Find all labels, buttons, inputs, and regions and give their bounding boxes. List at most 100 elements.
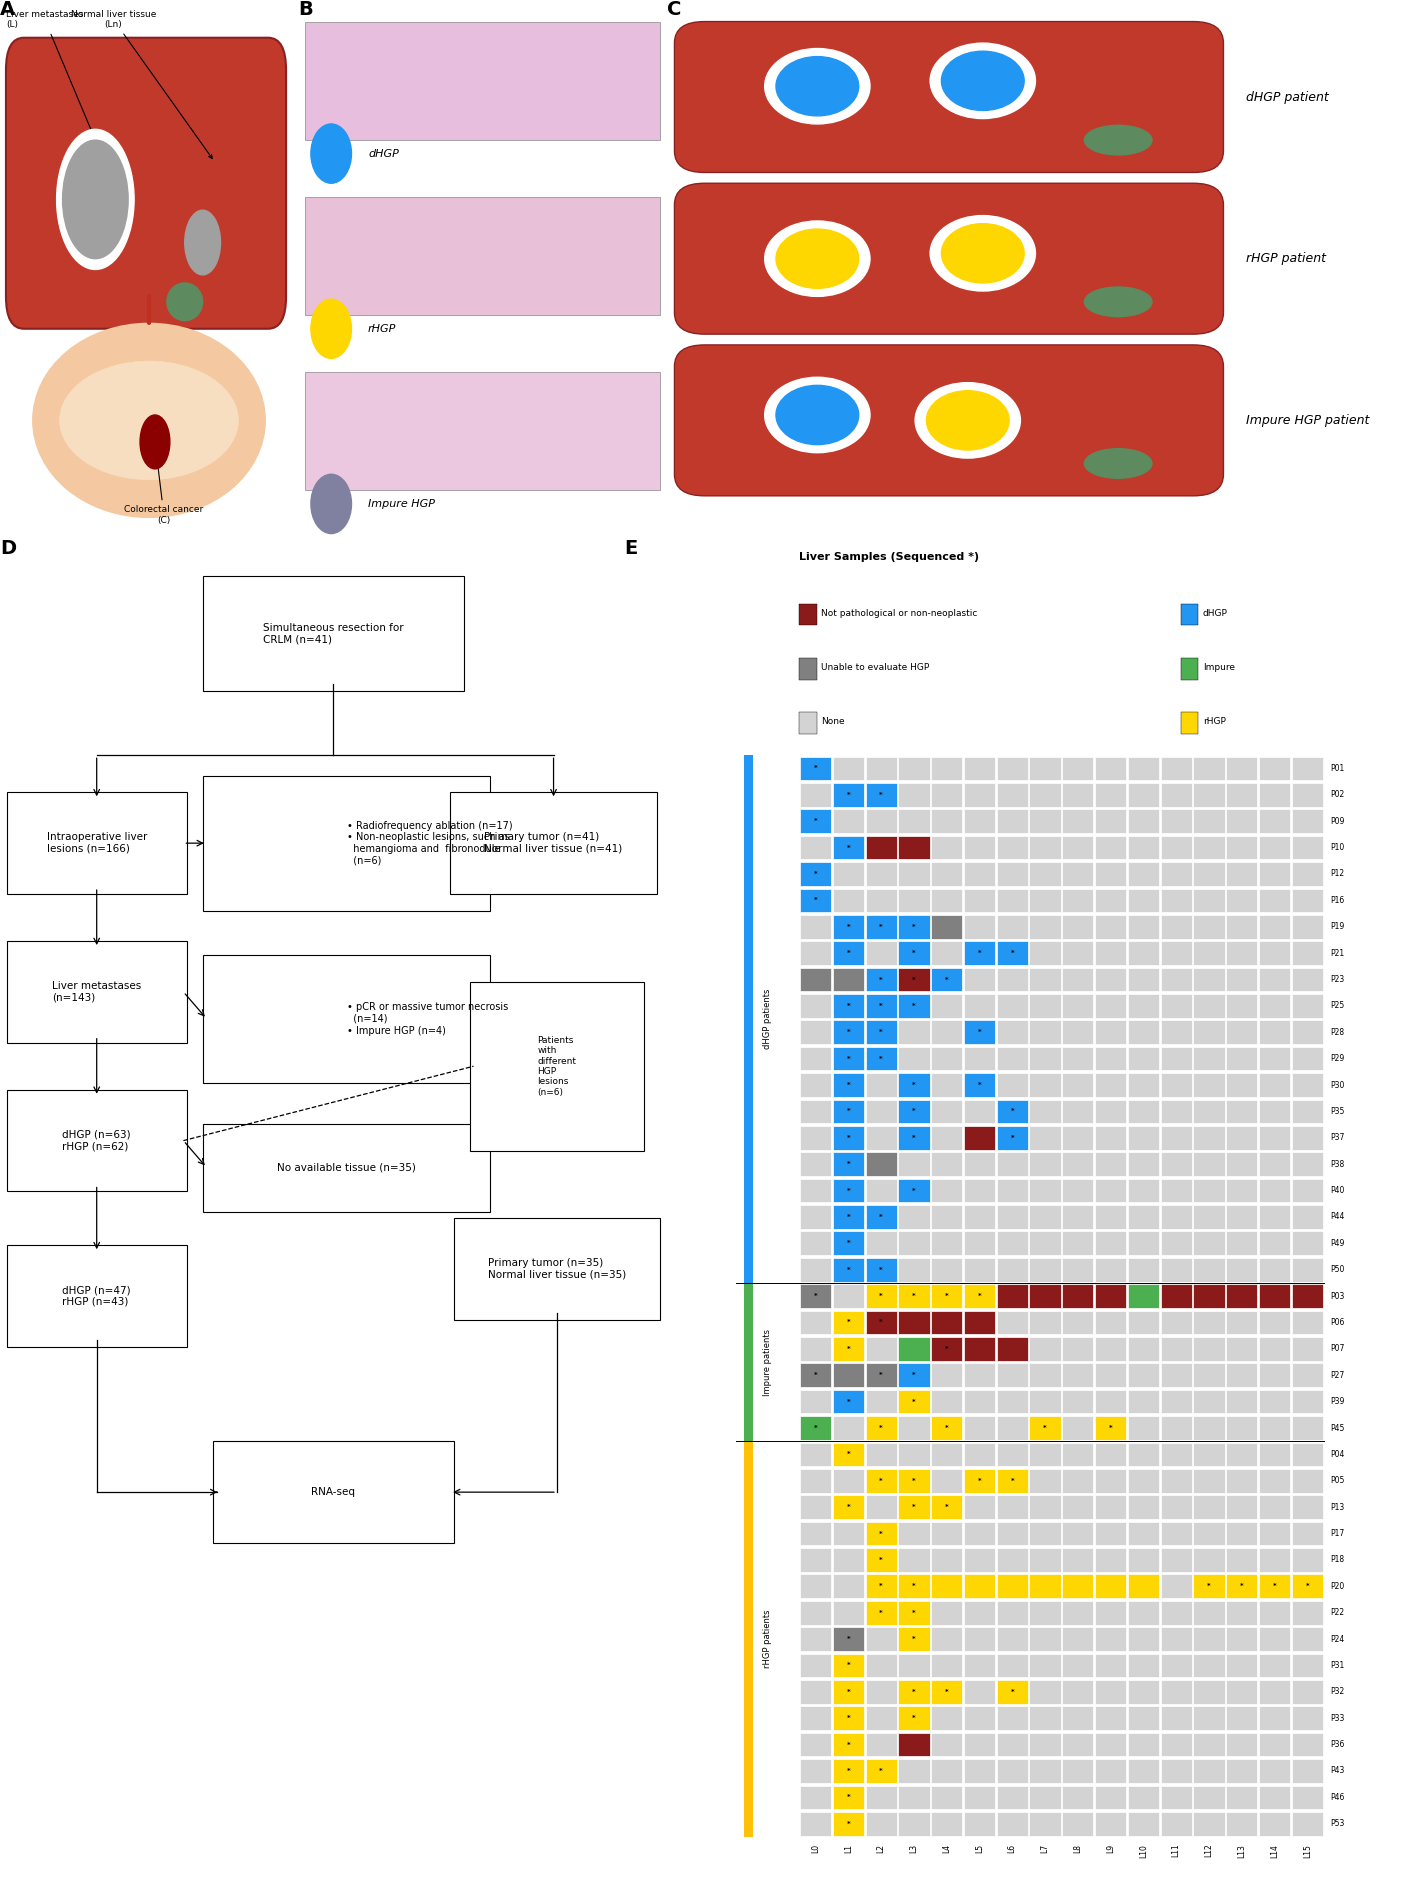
Bar: [1063, 1706, 1094, 1730]
Bar: [996, 836, 1027, 859]
Bar: [1226, 1602, 1257, 1624]
Bar: [1259, 1732, 1290, 1757]
Text: *: *: [847, 1742, 850, 1747]
Bar: [1291, 1496, 1323, 1518]
Bar: [800, 1048, 832, 1070]
Ellipse shape: [1084, 448, 1152, 478]
Bar: [1193, 756, 1225, 781]
Bar: [833, 1258, 864, 1282]
Bar: [1226, 1152, 1257, 1176]
Bar: [1128, 1443, 1159, 1466]
Bar: [1193, 1363, 1225, 1388]
Bar: [800, 1628, 832, 1651]
Bar: [1161, 1337, 1192, 1362]
Bar: [1291, 1602, 1323, 1624]
Bar: [1291, 1074, 1323, 1097]
Circle shape: [57, 129, 135, 269]
Bar: [833, 1679, 864, 1704]
Bar: [1128, 1575, 1159, 1598]
Bar: [1193, 915, 1225, 938]
Bar: [1226, 1390, 1257, 1413]
Text: L7: L7: [1040, 1844, 1050, 1853]
Bar: [833, 1284, 864, 1309]
Bar: [1291, 1549, 1323, 1571]
Bar: [1259, 1021, 1290, 1044]
Bar: [931, 836, 962, 859]
Bar: [1226, 1812, 1257, 1836]
Bar: [1095, 1310, 1127, 1335]
Bar: [800, 1812, 832, 1836]
Bar: [1128, 1258, 1159, 1282]
Bar: [964, 1074, 995, 1097]
Bar: [1259, 1602, 1290, 1624]
Text: *: *: [847, 1346, 850, 1352]
Bar: [931, 1363, 962, 1388]
Bar: [1226, 1125, 1257, 1150]
Text: Liver metastases
(L): Liver metastases (L): [6, 9, 94, 136]
Bar: [1259, 1575, 1290, 1598]
Bar: [800, 1099, 832, 1123]
Bar: [1226, 1706, 1257, 1730]
FancyBboxPatch shape: [203, 955, 490, 1084]
Circle shape: [184, 210, 220, 274]
Bar: [800, 1363, 832, 1388]
Bar: [1291, 1785, 1323, 1810]
Text: P20: P20: [1330, 1581, 1344, 1590]
Bar: [800, 1443, 832, 1466]
Bar: [1226, 1310, 1257, 1335]
Text: *: *: [1010, 1477, 1015, 1484]
Text: P35: P35: [1330, 1106, 1344, 1116]
Bar: [833, 1759, 864, 1783]
Bar: [1161, 1469, 1192, 1492]
Text: P01: P01: [1330, 764, 1344, 773]
Bar: [898, 1337, 929, 1362]
Ellipse shape: [1084, 287, 1152, 316]
Bar: [1128, 1496, 1159, 1518]
Bar: [866, 1337, 897, 1362]
Bar: [1128, 1812, 1159, 1836]
Bar: [1128, 942, 1159, 964]
Bar: [996, 1759, 1027, 1783]
Bar: [1259, 1759, 1290, 1783]
Bar: [1161, 1074, 1192, 1097]
Bar: [833, 1732, 864, 1757]
Bar: [964, 1812, 995, 1836]
Bar: [1161, 1258, 1192, 1282]
Bar: [1128, 1152, 1159, 1176]
Bar: [1095, 1152, 1127, 1176]
Bar: [964, 1205, 995, 1229]
Bar: [1161, 1706, 1192, 1730]
Bar: [1029, 1759, 1060, 1783]
Text: *: *: [813, 1426, 817, 1431]
Bar: [1193, 1602, 1225, 1624]
Bar: [898, 1048, 929, 1070]
Bar: [964, 1125, 995, 1150]
Bar: [866, 1443, 897, 1466]
Bar: [1029, 1310, 1060, 1335]
FancyBboxPatch shape: [454, 1218, 660, 1320]
Bar: [833, 1099, 864, 1123]
Bar: [1063, 915, 1094, 938]
Bar: [800, 1679, 832, 1704]
Bar: [1063, 968, 1094, 991]
Bar: [1161, 1575, 1192, 1598]
Bar: [1095, 1575, 1127, 1598]
Bar: [833, 1021, 864, 1044]
Bar: [1193, 1785, 1225, 1810]
Bar: [1128, 1785, 1159, 1810]
Bar: [833, 1628, 864, 1651]
Bar: [1029, 1443, 1060, 1466]
Bar: [931, 968, 962, 991]
Bar: [964, 1337, 995, 1362]
Bar: [931, 995, 962, 1017]
Bar: [1128, 783, 1159, 807]
Bar: [931, 1152, 962, 1176]
Bar: [1095, 1628, 1127, 1651]
Bar: [1291, 1732, 1323, 1757]
Text: *: *: [847, 1029, 850, 1034]
Bar: [866, 809, 897, 834]
Text: P31: P31: [1330, 1660, 1344, 1670]
Bar: [866, 1152, 897, 1176]
Bar: [1128, 862, 1159, 885]
Bar: [1226, 915, 1257, 938]
